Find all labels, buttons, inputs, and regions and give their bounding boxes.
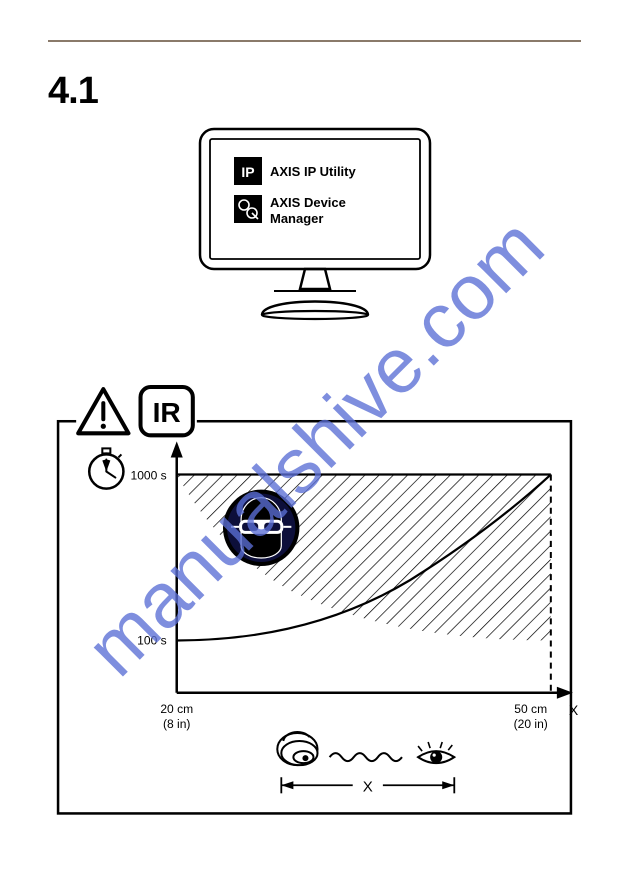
x-dim-label: X bbox=[363, 778, 373, 795]
app2-label-line1: AXIS Device bbox=[270, 195, 346, 210]
x-axis-label: X bbox=[569, 702, 579, 718]
eye-icon bbox=[418, 742, 454, 763]
ytick-100s: 100 s bbox=[137, 633, 166, 647]
stopwatch-icon bbox=[89, 448, 123, 488]
section-heading: 4.1 bbox=[48, 70, 581, 113]
ytick-1000s: 1000 s bbox=[130, 469, 166, 483]
top-rule bbox=[48, 40, 581, 42]
app2-label-line2: Manager bbox=[270, 211, 323, 226]
ip-icon-label: IP bbox=[241, 164, 254, 180]
goggles-badge-icon bbox=[223, 490, 299, 566]
ir-safety-figure: IR 1000 s 100 s 20 cm ( bbox=[48, 379, 581, 821]
ir-chart-icon: IR 1000 s 100 s 20 cm ( bbox=[48, 379, 581, 821]
xtick-50cm: 50 cm bbox=[514, 702, 547, 716]
ir-badge-label: IR bbox=[153, 397, 181, 428]
app1-label: AXIS IP Utility bbox=[270, 164, 356, 179]
monitor-figure: IP AXIS IP Utility AXIS Device Manager bbox=[48, 121, 581, 321]
ir-badge-icon: IR bbox=[141, 387, 193, 435]
camera-icon bbox=[277, 732, 317, 765]
xtick-20in: (20 in) bbox=[514, 717, 548, 731]
monitor-icon: IP AXIS IP Utility AXIS Device Manager bbox=[192, 121, 438, 321]
xtick-8in: (8 in) bbox=[163, 717, 190, 731]
xtick-20cm: 20 cm bbox=[160, 702, 193, 716]
